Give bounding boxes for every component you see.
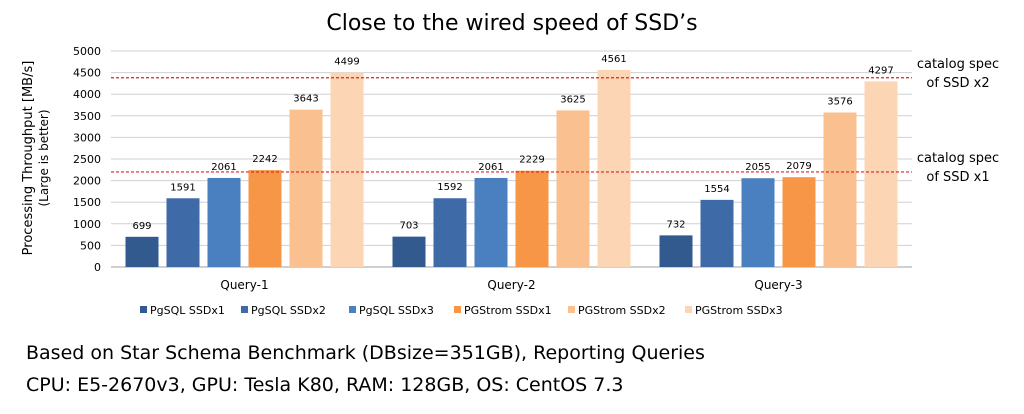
bar-series: 699 1591 2061 2242 3643 4499 703 1592 2061 2229 36… [125, 54, 898, 268]
legend-swatch [349, 306, 356, 313]
legend-label: PgSQL SSDx3 [359, 304, 434, 317]
data-label: 4499 [334, 57, 359, 68]
x-tick-label: Query-2 [487, 278, 535, 292]
bar [597, 69, 631, 267]
bar [823, 112, 857, 267]
bar [248, 170, 282, 267]
data-label: 1592 [437, 182, 462, 193]
bar-chart: Close to the wired speed of SSD’s 0 500 10… [21, 11, 999, 317]
reference-label: catalog spec [917, 151, 999, 166]
y-tick-label: 1500 [73, 196, 101, 209]
legend-label: PGStrom SSDx3 [695, 304, 783, 317]
legend: PgSQL SSDx1 PgSQL SSDx2 PgSQL SSDx3 PGStrom… [140, 304, 783, 317]
data-label: 4297 [868, 65, 893, 76]
bar [515, 170, 549, 267]
legend-swatch [454, 306, 461, 313]
bar [392, 236, 426, 267]
data-label: 3576 [827, 97, 852, 108]
y-tick-label: 3000 [73, 131, 101, 144]
reference-lines: catalog spec of SSD x2 catalog spec of SSD … [111, 57, 999, 185]
bar [864, 81, 898, 267]
reference-label: of SSD x2 [926, 76, 989, 91]
legend-label: PgSQL SSDx2 [251, 304, 326, 317]
bar [166, 198, 200, 267]
bar [741, 178, 775, 267]
bar [433, 198, 467, 267]
data-label: 3643 [293, 94, 318, 105]
legend-label: PgSQL SSDx1 [150, 304, 225, 317]
reference-label: catalog spec [917, 57, 999, 72]
legend-swatch [140, 306, 147, 313]
y-tick-label: 2000 [73, 175, 101, 188]
y-tick-label: 0 [94, 261, 101, 274]
bar [125, 236, 159, 267]
y-tick-label: 3500 [73, 110, 101, 123]
y-axis-label: Processing Throughput [MB/s] [21, 61, 36, 256]
bar [289, 109, 323, 267]
chart-title: Close to the wired speed of SSD’s [326, 11, 697, 36]
data-label: 703 [399, 221, 418, 232]
data-label: 1591 [170, 182, 195, 193]
data-label: 2229 [519, 155, 544, 166]
data-label: 2079 [786, 161, 811, 172]
y-tick-label: 5000 [73, 45, 101, 58]
bar [330, 72, 364, 268]
benchmark-note: Based on Star Schema Benchmark (DBsize=3… [26, 342, 705, 364]
legend-swatch [241, 306, 248, 313]
bar [782, 177, 816, 267]
x-tick-label: Query-3 [754, 278, 802, 292]
data-label: 699 [132, 221, 151, 232]
gridlines [111, 50, 912, 268]
hardware-note: CPU: E5-2670v3, GPU: Tesla K80, RAM: 128… [26, 374, 624, 396]
y-axis: 0 500 1000 1500 2000 2500 3000 3500 4000 4500 5000 [73, 45, 101, 274]
y-tick-label: 1000 [73, 218, 101, 231]
bar [474, 177, 508, 267]
x-tick-label: Query-1 [220, 278, 268, 292]
data-label: 4561 [601, 54, 626, 65]
bar [207, 177, 241, 267]
data-label: 2242 [252, 154, 277, 165]
data-label: 732 [666, 219, 685, 230]
y-tick-label: 500 [80, 239, 101, 252]
legend-label: PGStrom SSDx2 [578, 304, 666, 317]
bar [659, 235, 693, 267]
legend-swatch [685, 306, 692, 313]
y-tick-label: 4500 [73, 67, 101, 80]
y-axis-sublabel: (Large is better) [37, 109, 51, 206]
y-tick-label: 4000 [73, 88, 101, 101]
bar [556, 110, 590, 268]
legend-label: PGStrom SSDx1 [464, 304, 552, 317]
data-label: 2055 [745, 162, 770, 173]
legend-swatch [568, 306, 575, 313]
data-label: 3625 [560, 94, 585, 105]
x-axis: Query-1 Query-2 Query-3 [220, 278, 802, 292]
data-label: 2061 [478, 162, 503, 173]
y-tick-label: 2500 [73, 153, 101, 166]
data-label: 1554 [704, 184, 729, 195]
reference-label: of SSD x1 [926, 170, 989, 185]
bar [700, 199, 734, 267]
data-label: 2061 [211, 162, 236, 173]
